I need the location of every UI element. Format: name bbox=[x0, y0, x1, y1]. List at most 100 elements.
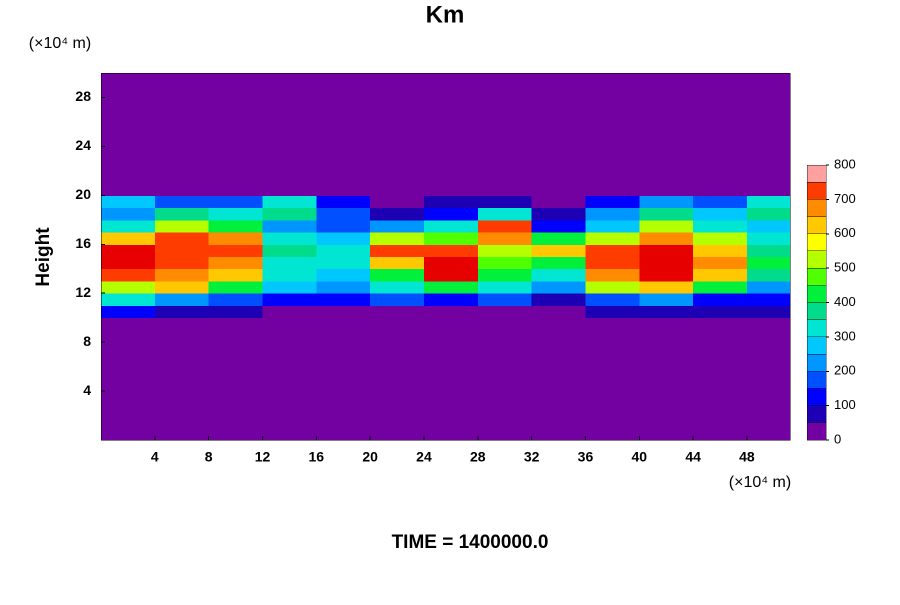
cell bbox=[370, 268, 425, 282]
cell bbox=[101, 207, 156, 221]
colorbar-tick-label: 600 bbox=[834, 225, 856, 240]
y-tick-label: 12 bbox=[75, 284, 91, 300]
y-tick-label: 28 bbox=[75, 88, 91, 104]
cell bbox=[477, 317, 533, 441]
cell bbox=[585, 73, 640, 196]
cell bbox=[693, 207, 748, 221]
cell bbox=[316, 195, 371, 209]
cell bbox=[316, 256, 371, 270]
cell bbox=[262, 268, 317, 282]
cell bbox=[423, 219, 479, 233]
colorbar-box bbox=[806, 199, 827, 217]
cell bbox=[423, 232, 479, 245]
x-tick-label: 40 bbox=[631, 449, 647, 465]
cell bbox=[531, 305, 586, 319]
cell bbox=[370, 232, 425, 245]
cell bbox=[423, 280, 479, 294]
cell bbox=[262, 280, 317, 294]
cell bbox=[639, 195, 694, 209]
cell bbox=[316, 268, 371, 282]
cell bbox=[423, 305, 479, 319]
cell bbox=[693, 256, 748, 270]
x-unit: (×10⁴ m) bbox=[729, 474, 791, 491]
cell bbox=[639, 207, 694, 221]
cell bbox=[639, 280, 694, 294]
colorbar-tick-label: 100 bbox=[834, 397, 856, 412]
cell bbox=[477, 305, 533, 319]
cell bbox=[101, 280, 156, 294]
colorbar-box bbox=[806, 285, 827, 303]
cell bbox=[746, 195, 791, 209]
cell bbox=[585, 293, 640, 306]
cell bbox=[154, 256, 210, 270]
cell bbox=[531, 207, 586, 221]
colorbar-box bbox=[806, 233, 827, 252]
cell bbox=[154, 280, 210, 294]
cell bbox=[423, 73, 479, 196]
cell bbox=[208, 317, 263, 441]
colorbar-tick-label: 500 bbox=[834, 260, 856, 275]
cell bbox=[262, 256, 317, 270]
cell bbox=[316, 280, 371, 294]
cell bbox=[101, 195, 156, 209]
cell bbox=[423, 293, 479, 306]
x-tick-label: 32 bbox=[524, 449, 540, 465]
cell bbox=[746, 232, 791, 245]
cell bbox=[208, 195, 263, 209]
cell bbox=[262, 293, 317, 306]
cell bbox=[477, 232, 533, 245]
cell bbox=[154, 268, 210, 282]
cell bbox=[693, 232, 748, 245]
colorbar-box bbox=[806, 388, 827, 406]
cell bbox=[316, 305, 371, 319]
cell bbox=[531, 256, 586, 270]
cell bbox=[693, 195, 748, 209]
chart-title: Km bbox=[426, 1, 465, 28]
cell bbox=[316, 207, 371, 221]
colorbar-box bbox=[806, 250, 827, 269]
x-tick-label: 44 bbox=[685, 449, 701, 465]
y-tick-label: 20 bbox=[75, 186, 91, 202]
colorbar-tick-label: 200 bbox=[834, 363, 856, 378]
cell bbox=[585, 219, 640, 233]
y-tick-label: 8 bbox=[83, 333, 91, 349]
cell bbox=[316, 73, 371, 196]
cell bbox=[370, 293, 425, 306]
cell bbox=[639, 244, 694, 257]
cell bbox=[746, 244, 791, 257]
cell bbox=[316, 244, 371, 257]
cell bbox=[531, 73, 586, 196]
cell bbox=[477, 256, 533, 270]
cell bbox=[316, 219, 371, 233]
cell bbox=[746, 73, 791, 196]
cell bbox=[208, 232, 263, 245]
cell bbox=[208, 256, 263, 270]
cell bbox=[693, 219, 748, 233]
cell bbox=[639, 232, 694, 245]
colorbar-tick-label: 700 bbox=[834, 191, 856, 206]
colorbar-box bbox=[806, 267, 827, 286]
cell bbox=[423, 256, 479, 270]
cell bbox=[154, 317, 210, 441]
cell bbox=[585, 305, 640, 319]
cell bbox=[585, 195, 640, 209]
cell bbox=[639, 317, 694, 441]
cell bbox=[101, 293, 156, 306]
cell bbox=[208, 207, 263, 221]
cell bbox=[154, 73, 210, 196]
cell bbox=[154, 244, 210, 257]
colorbar-tick-label: 300 bbox=[834, 328, 856, 343]
cell bbox=[585, 268, 640, 282]
cell bbox=[477, 73, 533, 196]
cell bbox=[262, 244, 317, 257]
cell bbox=[531, 232, 586, 245]
cell bbox=[370, 244, 425, 257]
cell bbox=[585, 207, 640, 221]
cell bbox=[370, 317, 425, 441]
cell bbox=[262, 195, 317, 209]
cell bbox=[423, 317, 479, 441]
colorbar-box bbox=[806, 216, 827, 234]
cell bbox=[154, 195, 210, 209]
y-tick-label: 16 bbox=[75, 235, 91, 251]
colorbar-box bbox=[806, 302, 827, 320]
